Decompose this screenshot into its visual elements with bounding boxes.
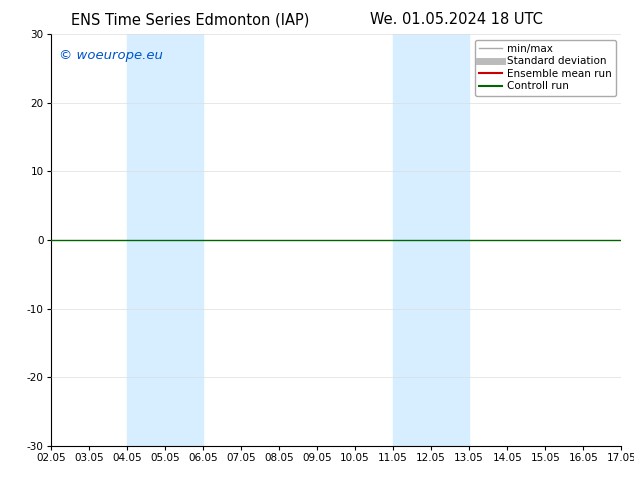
Text: We. 01.05.2024 18 UTC: We. 01.05.2024 18 UTC <box>370 12 543 27</box>
Bar <box>393 34 431 446</box>
Bar <box>165 34 203 446</box>
Bar <box>431 34 469 446</box>
Text: © woeurope.eu: © woeurope.eu <box>59 49 163 62</box>
Bar <box>127 34 165 446</box>
Text: ENS Time Series Edmonton (IAP): ENS Time Series Edmonton (IAP) <box>71 12 309 27</box>
Legend: min/max, Standard deviation, Ensemble mean run, Controll run: min/max, Standard deviation, Ensemble me… <box>475 40 616 96</box>
